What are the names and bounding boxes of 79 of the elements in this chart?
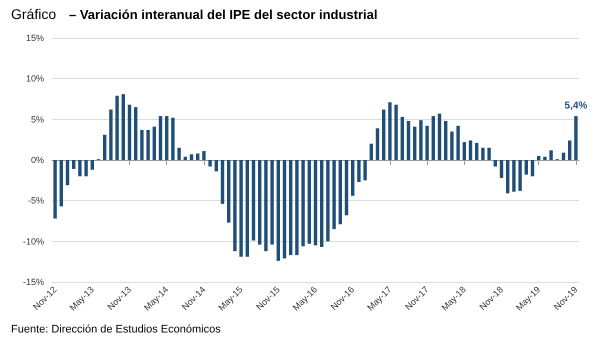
bar	[363, 160, 367, 180]
source-note: Fuente: Dirección de Estudios Económicos	[11, 324, 222, 336]
bar	[196, 153, 200, 160]
bar	[102, 134, 106, 160]
bar	[326, 160, 330, 242]
bar	[295, 160, 299, 256]
y-tick-label: 15%	[26, 33, 44, 43]
y-tick-label: 0%	[30, 155, 44, 165]
bar	[239, 160, 243, 257]
chart-title: Gráfico	[11, 6, 56, 22]
bar	[233, 160, 237, 252]
y-tick-label: -15%	[22, 277, 44, 287]
bar	[320, 160, 324, 248]
bar	[425, 126, 429, 160]
bar	[388, 102, 392, 160]
bar	[370, 144, 374, 160]
bar	[288, 160, 292, 256]
bar	[270, 160, 274, 245]
bar	[562, 152, 566, 160]
bar	[568, 140, 572, 160]
bar	[432, 116, 436, 160]
bar	[246, 160, 250, 257]
y-tick-label: -5%	[28, 196, 44, 206]
bar	[146, 130, 150, 160]
y-tick-label: 5%	[30, 114, 44, 124]
bar	[462, 142, 466, 160]
bar	[444, 120, 448, 160]
bar	[72, 160, 76, 169]
bar	[512, 160, 516, 192]
bar	[549, 150, 553, 160]
bar	[78, 160, 82, 176]
bar	[518, 160, 522, 191]
bar	[394, 104, 398, 160]
bar	[122, 94, 126, 160]
y-tick-label: 10%	[26, 74, 44, 84]
bar	[357, 160, 361, 182]
bar	[332, 160, 336, 230]
bar	[506, 160, 510, 194]
bar	[53, 160, 57, 219]
bar	[164, 116, 168, 160]
bar	[350, 160, 354, 196]
y-tick-label: -10%	[22, 236, 44, 246]
bar	[543, 156, 547, 160]
bar	[487, 148, 491, 160]
bar	[258, 160, 262, 245]
bar	[536, 156, 540, 160]
bar	[382, 110, 386, 160]
bar	[276, 160, 280, 261]
bar	[400, 116, 404, 160]
bar	[171, 118, 175, 160]
bar	[419, 120, 423, 160]
bar	[494, 160, 498, 167]
bar	[109, 110, 113, 160]
bar	[152, 126, 156, 160]
bar	[264, 160, 268, 252]
bar	[214, 160, 218, 172]
bar	[226, 160, 230, 223]
bar	[177, 148, 181, 160]
bar	[115, 96, 119, 160]
bar	[184, 156, 188, 160]
bar	[456, 126, 460, 160]
bar	[308, 160, 312, 244]
bar	[134, 107, 138, 160]
chart-subtitle: – Variación interanual del IPE del sector industrial	[69, 7, 378, 22]
bar	[60, 160, 64, 206]
bar	[208, 160, 212, 167]
data-label: 5,4%	[564, 100, 588, 112]
bar	[481, 148, 485, 160]
bar	[140, 130, 144, 160]
bar	[338, 160, 342, 224]
bar	[450, 132, 454, 160]
bar	[474, 142, 478, 160]
bar	[84, 160, 88, 176]
bar	[202, 151, 206, 160]
bar	[412, 126, 416, 160]
bar	[301, 160, 305, 246]
bar	[90, 160, 94, 170]
bar	[524, 160, 528, 175]
bar	[574, 116, 578, 160]
